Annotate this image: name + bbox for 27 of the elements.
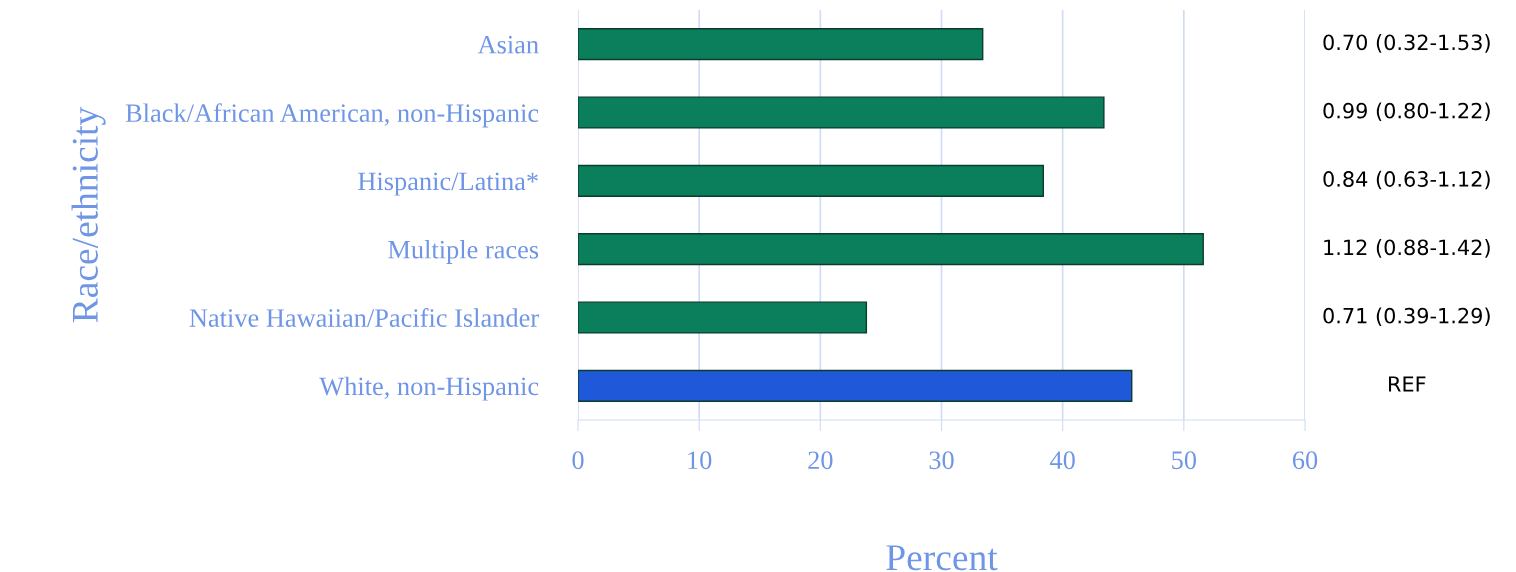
bar: [578, 28, 984, 61]
x-axis-title: Percent: [886, 545, 998, 571]
text: 0.71 (0.39-1.29): [1323, 307, 1490, 326]
bar: [578, 233, 1204, 266]
x-tick-label: 30: [929, 451, 954, 470]
bar: [578, 301, 868, 334]
y-tick-label: Native Hawaiian/Pacific Islander: [189, 308, 539, 327]
x-tick-label: 20: [808, 451, 833, 470]
x-tick-label: 0: [572, 451, 584, 470]
text: 0.84 (0.63-1.12): [1323, 170, 1490, 190]
y-tick-label: Hispanic/Latina*: [358, 172, 538, 196]
bar: [578, 164, 1044, 197]
x-tick-label: 50: [1172, 451, 1197, 470]
x-tick-label: 60: [1292, 451, 1318, 470]
y-tick-label: Multiple races: [388, 240, 539, 264]
y-tick-label: Black/African American, non-Hispanic: [125, 103, 539, 128]
text: 1.12 (0.88-1.42): [1324, 239, 1490, 258]
text: 0.70 (0.32-1.53): [1323, 34, 1490, 53]
text: REF: [1389, 376, 1426, 392]
bar: [578, 369, 1133, 402]
bar: [578, 96, 1105, 129]
y-tick-label: Asian: [477, 35, 539, 54]
y-axis-title: Race/ethnicity: [71, 106, 106, 323]
x-tick-label: 10: [688, 451, 712, 470]
text: 0.99 (0.80-1.22): [1323, 102, 1490, 121]
x-tick-label: 40: [1049, 451, 1075, 470]
y-tick-label: White, non-Hispanic: [319, 376, 539, 401]
